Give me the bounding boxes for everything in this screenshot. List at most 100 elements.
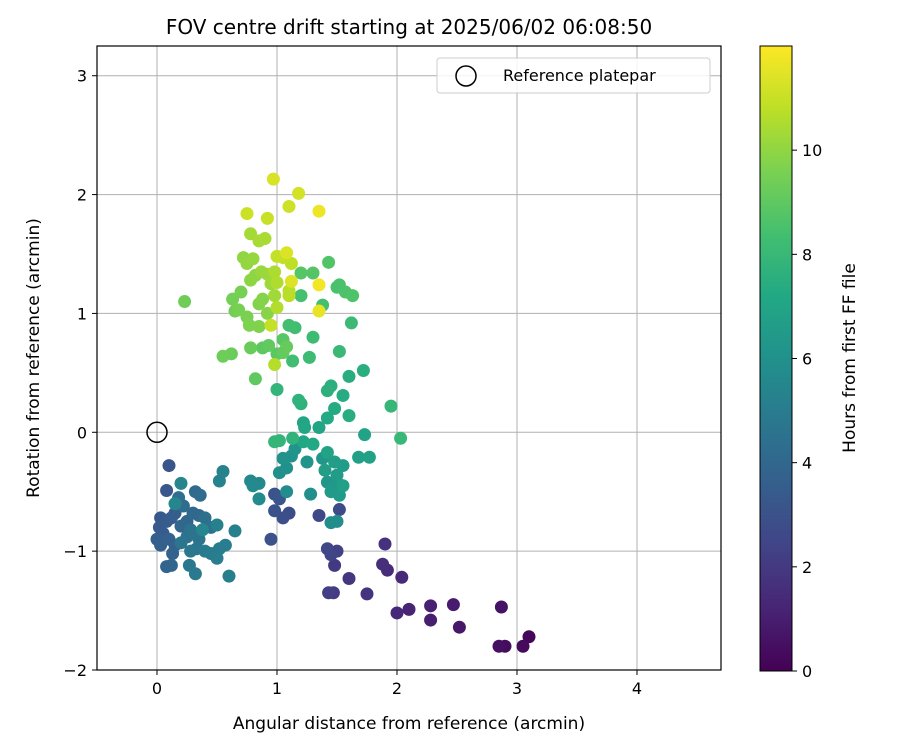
data-point [260,306,274,320]
data-point [312,421,326,435]
data-point [212,474,226,488]
data-point [306,330,320,344]
data-point [258,232,272,246]
data-point [286,431,300,445]
data-point [292,186,306,200]
y-tick-label: 2 [77,186,87,205]
colorbar-gradient [759,45,793,672]
data-point [268,435,282,449]
data-point [384,399,398,413]
data-point [262,339,276,353]
data-point [352,450,366,464]
data-point [402,602,416,616]
data-point [252,320,266,334]
x-tick-label: 1 [272,679,282,698]
data-point [344,316,358,330]
y-tick-label: 3 [77,67,87,86]
data-point [244,341,258,355]
data-point [256,292,270,306]
data-point [168,497,182,511]
data-point [360,587,374,601]
data-point [362,450,376,464]
y-tick-label: −2 [63,661,87,680]
data-point [166,547,180,561]
colorbar-ticks: 0 2 4 6 8 10 [792,141,822,681]
data-point [390,606,404,620]
data-point [188,567,202,581]
data-point [312,204,326,218]
data-point [252,492,266,506]
data-point [320,411,334,425]
colorbar-label: Hours from first FF file [840,263,860,453]
data-point [522,630,536,644]
data-point [312,508,326,522]
data-point [174,536,188,550]
data-point [342,409,356,423]
data-point [184,544,198,558]
data-point [276,451,290,465]
data-point [332,503,346,517]
scatter-points [150,172,536,653]
data-point [260,211,274,225]
data-point [494,600,508,614]
data-point [492,639,506,653]
data-point [322,586,336,600]
y-axis-ticks: −2 −1 0 1 2 3 [63,67,97,680]
data-point [300,455,314,469]
data-point [210,551,224,565]
legend-entry-reference-platepar: Reference platepar [503,66,656,85]
data-point [282,199,296,213]
y-tick-label: 1 [77,304,87,323]
data-point [270,382,284,396]
data-point [162,459,176,473]
colorbar-tick-label: 10 [802,141,822,160]
data-point [376,557,390,571]
data-point [395,570,409,584]
data-point [270,276,284,290]
data-point [306,437,320,451]
x-axis-ticks: 0 1 2 3 4 [152,670,642,698]
data-point [218,538,232,552]
data-point [246,252,260,266]
data-point [424,599,438,613]
data-point [320,445,334,459]
data-point [160,484,174,498]
data-point [292,393,306,407]
legend-box [436,57,711,94]
data-point [346,289,360,303]
data-point [286,354,300,368]
data-point [266,172,280,186]
data-point [304,487,318,501]
data-point [312,304,326,318]
y-tick-label: 0 [77,423,87,442]
data-point [164,558,178,572]
colorbar-tick-label: 6 [802,350,812,369]
data-point [378,537,392,551]
colorbar-tick-label: 8 [802,245,812,264]
data-point [268,265,282,279]
data-point [210,518,224,532]
data-point [294,266,308,280]
data-point [216,349,230,363]
chart-title: FOV centre drift starting at 2025/06/02 … [166,15,652,39]
data-point [356,363,370,377]
data-point [268,358,282,372]
data-point [328,558,342,572]
data-point [228,524,242,538]
data-point [328,455,342,469]
data-point [174,476,188,490]
data-point [322,255,336,269]
data-point [302,350,316,364]
colorbar-tick-label: 4 [802,454,812,473]
data-point [424,613,438,627]
data-point [452,620,466,634]
data-point [358,428,372,442]
data-point [268,289,282,303]
data-point [222,569,236,583]
plot-frame [96,45,722,671]
data-point [270,300,284,314]
data-point [306,266,320,280]
data-point [320,542,334,556]
legend: Reference platepar [436,57,711,94]
x-tick-label: 3 [512,679,522,698]
